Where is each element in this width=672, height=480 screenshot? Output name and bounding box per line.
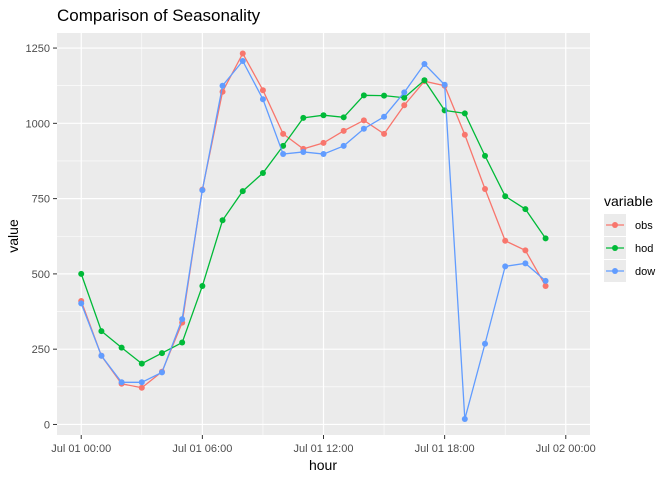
legend-item-obs: obs xyxy=(604,214,653,236)
data-point-hod xyxy=(158,350,165,357)
legend-key-point xyxy=(612,245,618,251)
data-point-dow xyxy=(482,340,489,347)
data-point-hod xyxy=(421,77,428,84)
data-point-dow xyxy=(502,263,509,270)
x-tick-label: Jul 02 00:00 xyxy=(536,443,596,455)
data-point-dow xyxy=(340,142,347,149)
data-point-obs xyxy=(482,185,489,192)
data-point-obs xyxy=(542,282,549,289)
data-point-dow xyxy=(158,369,165,376)
data-point-hod xyxy=(320,112,327,119)
data-point-dow xyxy=(78,300,85,307)
legend-label: hod xyxy=(635,243,653,255)
data-point-obs xyxy=(401,102,408,109)
data-point-obs xyxy=(502,237,509,244)
data-point-hod xyxy=(542,235,549,242)
x-tick-label: Jul 01 12:00 xyxy=(294,443,354,455)
data-point-dow xyxy=(138,379,145,386)
series-hod xyxy=(78,77,549,367)
y-tick-label: 750 xyxy=(32,194,50,206)
data-point-dow xyxy=(259,96,266,103)
data-point-hod xyxy=(78,270,85,277)
data-point-hod xyxy=(219,217,226,224)
legend-item-hod: hod xyxy=(604,237,653,259)
data-point-hod xyxy=(179,339,186,346)
x-axis-label: hour xyxy=(309,457,337,473)
data-point-hod xyxy=(360,92,367,99)
data-point-hod xyxy=(138,360,145,367)
data-point-obs xyxy=(320,139,327,146)
data-point-dow xyxy=(401,89,408,96)
data-point-hod xyxy=(300,114,307,121)
y-tick-label: 1000 xyxy=(26,118,50,130)
series-dow xyxy=(78,58,549,423)
data-point-obs xyxy=(381,130,388,137)
data-point-hod xyxy=(199,282,206,289)
series-layer xyxy=(78,50,549,423)
data-point-obs xyxy=(138,384,145,391)
data-point-obs xyxy=(360,117,367,124)
data-point-hod xyxy=(98,328,105,335)
y-tick-label: 0 xyxy=(44,419,50,431)
data-point-obs xyxy=(522,247,529,254)
data-point-dow xyxy=(320,151,327,158)
data-point-hod xyxy=(401,94,408,101)
data-point-dow xyxy=(98,352,105,359)
legend-label: obs xyxy=(635,220,653,232)
y-axis-label: value xyxy=(5,219,21,253)
x-tick-label: Jul 01 18:00 xyxy=(415,443,475,455)
data-point-hod xyxy=(280,142,287,149)
y-tick-label: 500 xyxy=(32,269,50,281)
legend-item-dow: dow xyxy=(604,260,655,282)
data-point-dow xyxy=(239,58,246,65)
data-point-hod xyxy=(522,206,529,213)
data-point-hod xyxy=(340,114,347,121)
data-point-hod xyxy=(502,193,509,200)
data-point-hod xyxy=(259,170,266,177)
data-point-dow xyxy=(118,379,125,386)
legend-key-point xyxy=(612,268,618,274)
axis-layer: 0 250 500 750 1000 1250 Jul 01 00:00 Jul 01 06:… xyxy=(26,43,596,455)
legend-key-point xyxy=(612,222,618,228)
data-point-dow xyxy=(461,416,468,423)
data-point-dow xyxy=(280,151,287,158)
legend-label: dow xyxy=(635,266,655,278)
y-tick-label: 1250 xyxy=(26,43,50,55)
data-point-obs xyxy=(239,50,246,57)
chart-title: Comparison of Seasonality xyxy=(57,6,261,25)
data-point-hod xyxy=(118,344,125,351)
y-tick-label: 250 xyxy=(32,344,50,356)
data-point-obs xyxy=(340,127,347,134)
data-point-dow xyxy=(441,81,448,88)
data-point-dow xyxy=(381,113,388,120)
data-point-obs xyxy=(280,130,287,137)
data-point-dow xyxy=(542,277,549,284)
grid-lines xyxy=(57,33,590,435)
data-point-dow xyxy=(179,316,186,323)
data-point-dow xyxy=(199,187,206,194)
data-point-hod xyxy=(482,152,489,159)
data-point-dow xyxy=(421,61,428,68)
series-line-dow xyxy=(80,59,547,420)
x-tick-label: Jul 01 06:00 xyxy=(172,443,232,455)
data-point-dow xyxy=(360,125,367,132)
legend-title: variable xyxy=(604,193,653,209)
data-point-dow xyxy=(522,260,529,267)
data-point-hod xyxy=(239,188,246,195)
legend: variable obs hod dow xyxy=(604,193,655,282)
data-point-dow xyxy=(219,82,226,89)
data-point-obs xyxy=(259,87,266,94)
data-point-hod xyxy=(381,92,388,99)
series-line-hod xyxy=(80,79,547,365)
x-tick-label: Jul 01 00:00 xyxy=(51,443,111,455)
data-point-hod xyxy=(461,110,468,117)
data-point-dow xyxy=(300,148,307,155)
data-point-obs xyxy=(461,131,468,138)
